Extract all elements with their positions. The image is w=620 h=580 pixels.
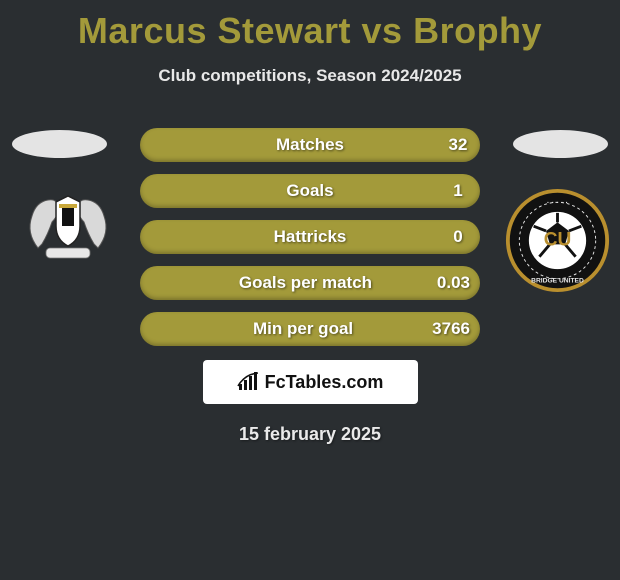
svg-text:· · · · ·: · · · · ·: [547, 198, 568, 207]
stat-right-value: 0.03: [427, 273, 480, 293]
branding-badge: FcTables.com: [203, 360, 418, 404]
stat-label: Min per goal: [184, 319, 422, 339]
comparison-panel: · · · · · BRIDGE UNITED CU Matches 32 Go…: [0, 128, 620, 445]
club-right-crest: · · · · · BRIDGE UNITED CU: [505, 188, 610, 293]
stat-row: Min per goal 3766: [140, 312, 480, 346]
stat-label: Hattricks: [184, 227, 436, 247]
club-left-crest: [18, 178, 118, 278]
stat-label: Goals: [184, 181, 436, 201]
subtitle: Club competitions, Season 2024/2025: [0, 66, 620, 86]
player-right-avatar: [513, 130, 608, 158]
stat-label: Goals per match: [184, 273, 427, 293]
stat-right-value: 1: [436, 181, 480, 201]
stat-row: Goals per match 0.03: [140, 266, 480, 300]
stat-row: Matches 32: [140, 128, 480, 162]
page-title: Marcus Stewart vs Brophy: [0, 0, 620, 52]
branding-text: FcTables.com: [265, 372, 384, 393]
date-text: 15 february 2025: [0, 424, 620, 445]
stat-right-value: 3766: [422, 319, 480, 339]
shield-crest-icon: [18, 178, 118, 278]
stats-list: Matches 32 Goals 1 Hattricks 0 Goals per…: [140, 128, 480, 346]
svg-text:BRIDGE UNITED: BRIDGE UNITED: [531, 278, 584, 285]
stat-right-value: 0: [436, 227, 480, 247]
stat-row: Hattricks 0: [140, 220, 480, 254]
svg-text:CU: CU: [544, 229, 572, 250]
football-badge-icon: · · · · · BRIDGE UNITED CU: [505, 188, 610, 293]
stat-right-value: 32: [436, 135, 480, 155]
stat-row: Goals 1: [140, 174, 480, 208]
player-left-avatar: [12, 130, 107, 158]
bar-chart-icon: [237, 372, 261, 392]
stat-label: Matches: [184, 135, 436, 155]
